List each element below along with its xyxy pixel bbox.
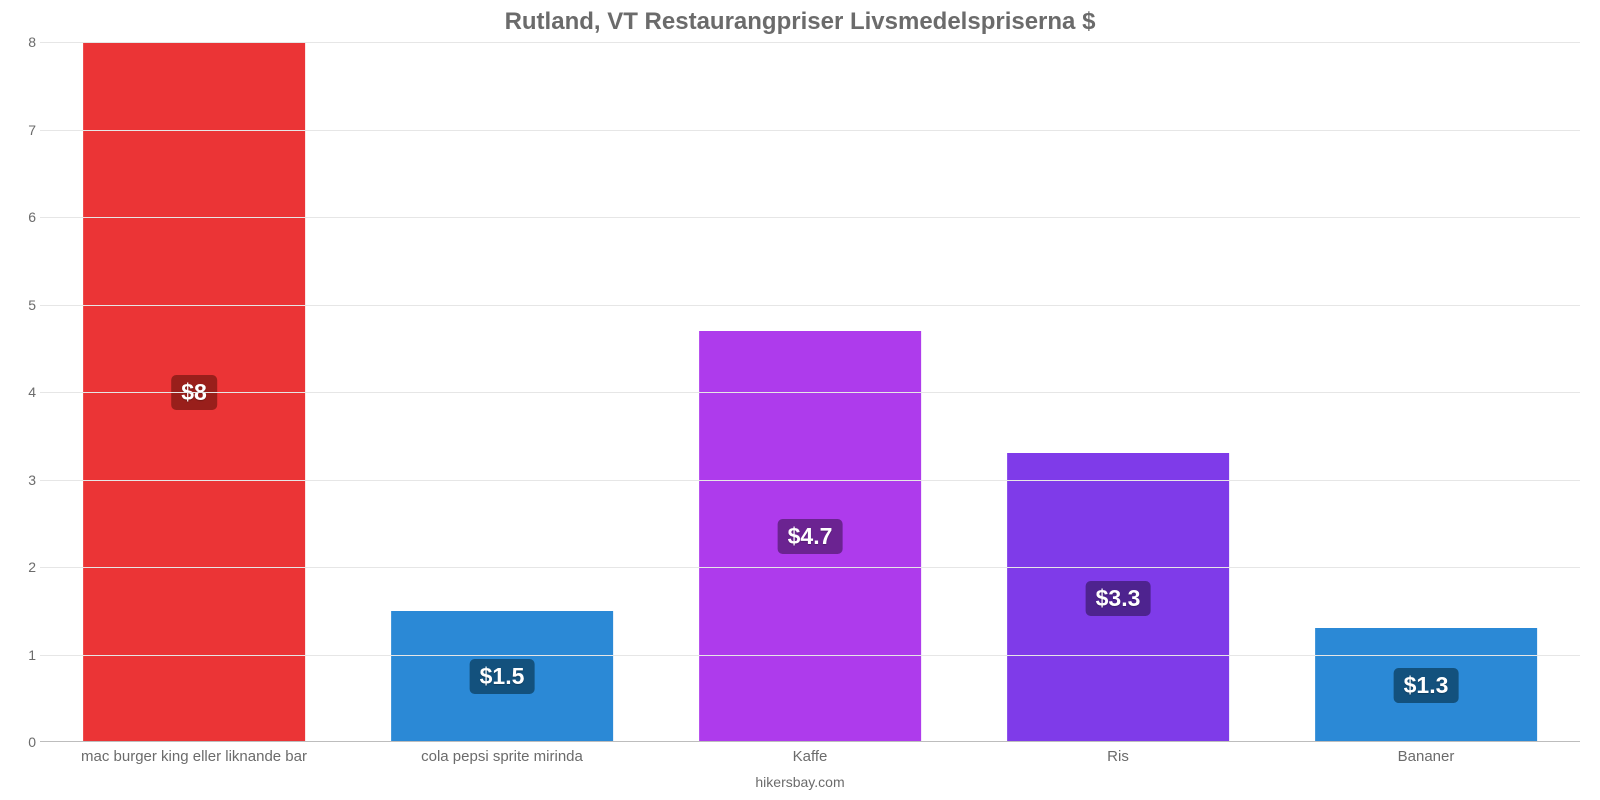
y-tick-label: 3 — [10, 472, 36, 488]
gridline — [40, 42, 1580, 43]
gridline — [40, 392, 1580, 393]
bar-category-label: Kaffe — [793, 748, 828, 765]
bar-value-label: $1.5 — [470, 659, 535, 694]
bar-value-label: $3.3 — [1086, 581, 1151, 616]
y-tick-label: 8 — [10, 34, 36, 50]
plot-area: $8mac burger king eller liknande bar$1.5… — [40, 42, 1580, 742]
chart-title: Rutland, VT Restaurangpriser Livsmedelsp… — [0, 8, 1600, 36]
gridline — [40, 567, 1580, 568]
price-bar-chart: Rutland, VT Restaurangpriser Livsmedelsp… — [0, 0, 1600, 800]
y-tick-label: 6 — [10, 209, 36, 225]
y-tick-label: 2 — [10, 559, 36, 575]
gridline — [40, 655, 1580, 656]
bar-value-label: $1.3 — [1394, 668, 1459, 703]
gridline — [40, 305, 1580, 306]
y-tick-label: 1 — [10, 647, 36, 663]
gridline — [40, 217, 1580, 218]
chart-footer: hikersbay.com — [0, 774, 1600, 790]
y-tick-label: 4 — [10, 384, 36, 400]
bar-category-label: Bananer — [1398, 748, 1455, 765]
bar-category-label: mac burger king eller liknande bar — [81, 748, 307, 765]
x-axis-baseline — [40, 741, 1580, 742]
y-tick-label: 7 — [10, 122, 36, 138]
bar-value-label: $4.7 — [778, 519, 843, 554]
y-tick-label: 5 — [10, 297, 36, 313]
gridline — [40, 480, 1580, 481]
y-tick-label: 0 — [10, 734, 36, 750]
bar-category-label: Ris — [1107, 748, 1129, 765]
gridline — [40, 130, 1580, 131]
bar-category-label: cola pepsi sprite mirinda — [421, 748, 583, 765]
